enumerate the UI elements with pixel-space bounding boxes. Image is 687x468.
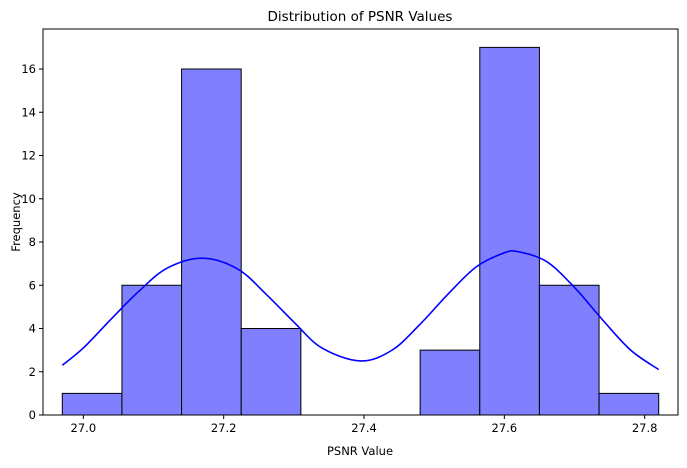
y-tick-label: 10 — [21, 192, 36, 206]
x-tick-label: 27.4 — [351, 421, 377, 435]
x-tick-label: 27.2 — [211, 421, 237, 435]
y-tick-label: 2 — [29, 365, 36, 379]
histogram-bar — [240, 328, 302, 416]
y-axis-ticks: 0 2 4 6 8 10 12 14 16 — [21, 62, 43, 422]
y-tick-label: 14 — [21, 105, 36, 119]
x-axis-label: PSNR Value — [327, 444, 393, 458]
x-tick-label: 27.8 — [632, 421, 658, 435]
histogram-bar — [61, 392, 123, 416]
kde-curve-group — [61, 249, 660, 371]
histogram-bar — [479, 46, 540, 416]
chart-title: Distribution of PSNR Values — [268, 9, 453, 25]
histogram-bar — [538, 284, 600, 416]
y-tick-label: 6 — [29, 278, 36, 292]
y-tick-label: 12 — [21, 149, 36, 163]
x-axis-ticks: 27.0 27.2 27.4 27.6 27.8 — [71, 415, 658, 435]
y-tick-label: 0 — [29, 408, 36, 422]
y-tick-label: 16 — [21, 62, 36, 76]
histogram-bar — [419, 349, 481, 416]
x-tick-label: 27.6 — [492, 421, 518, 435]
histogram-bars — [61, 46, 660, 416]
x-tick-label: 27.0 — [71, 421, 97, 435]
y-tick-label: 8 — [29, 235, 36, 249]
y-axis-label: Frequency — [9, 192, 23, 252]
histogram-bar — [181, 68, 242, 416]
histogram-bar — [121, 284, 183, 416]
kde-curve-line — [61, 249, 660, 371]
y-tick-label: 4 — [29, 322, 36, 336]
plot-area-frame — [42, 28, 679, 416]
histogram-bar — [598, 392, 660, 416]
